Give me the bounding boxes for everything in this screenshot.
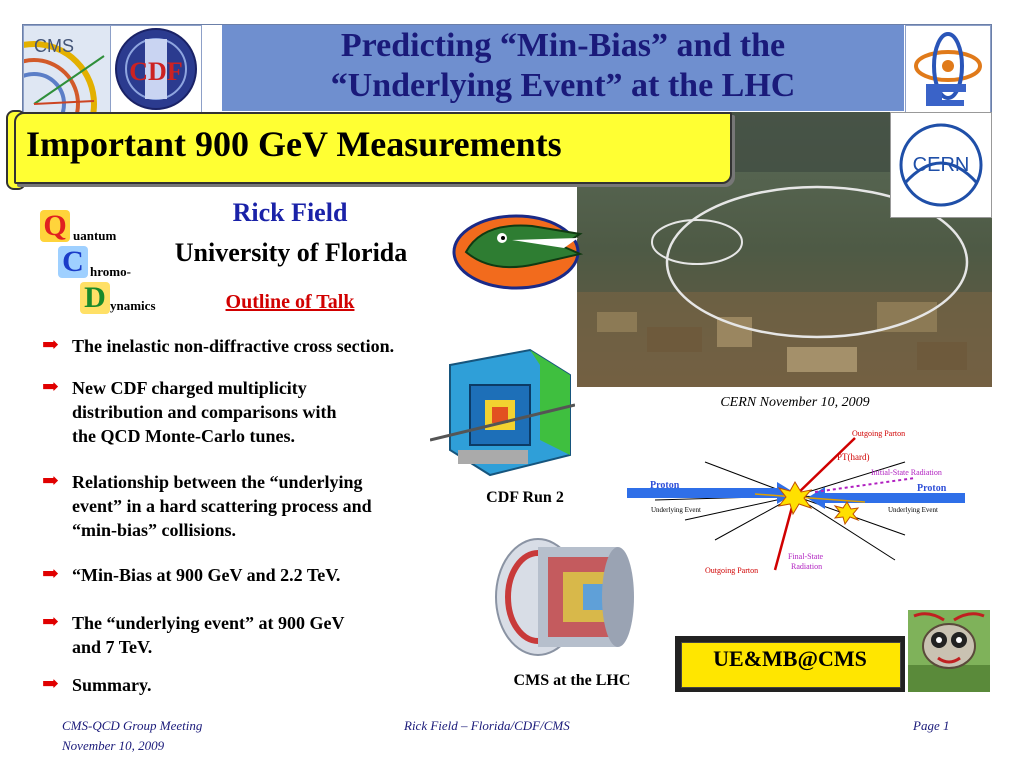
gator-logo	[452, 208, 588, 290]
speaker-name: Rick Field	[232, 198, 348, 227]
footer-author: Rick Field – Florida/CDF/CMS	[404, 718, 570, 733]
qcd-word-dynamics: ynamics	[110, 298, 156, 313]
mascot-image	[908, 610, 990, 692]
cdf-caption: CDF Run 2	[486, 489, 564, 506]
diagram-label-isr: Initial-State Radiation	[871, 468, 942, 477]
diagram-label-proton-right: Proton	[917, 483, 947, 494]
banner-text: Important 900 GeV Measurements	[26, 124, 562, 164]
cms-logo-text: CMS	[34, 36, 74, 56]
bullet-line: the QCD Monte-Carlo tunes.	[72, 426, 295, 446]
bullet-line: The inelastic non-diffractive cross sect…	[72, 336, 395, 356]
bullet-line: and 7 TeV.	[72, 637, 153, 657]
footer-date: November 10, 2009	[62, 738, 165, 753]
slide-title: Predicting “Min-Bias” and the “Underlyin…	[222, 26, 904, 106]
cdf-detector-image	[429, 345, 576, 480]
cms-logo: CMS	[23, 25, 111, 113]
diagram-label-outgoing-bottom: Outgoing Parton	[705, 566, 758, 575]
ue-mb-badge	[681, 642, 901, 688]
diagram-label-pt-hard: PT(hard)	[837, 452, 870, 462]
cern-logo: CERN	[890, 112, 992, 218]
right-arrow-icon: ➡	[42, 673, 59, 695]
cdf-logo: CDF	[110, 25, 202, 113]
right-arrow-icon: ➡	[42, 563, 59, 585]
qcd-letter-c: C	[58, 246, 88, 278]
qcd-letter-d: D	[80, 282, 110, 314]
bullet-item: ➡ New CDF charged multiplicity distribut…	[42, 376, 422, 448]
qcd-letter-q: Q	[40, 210, 70, 242]
cern-logo-text: CERN	[913, 154, 970, 176]
right-arrow-icon: ➡	[42, 376, 59, 398]
diagram-label-fsr-2: Radiation	[791, 562, 822, 571]
bullet-line: New CDF charged multiplicity	[72, 378, 307, 398]
outline-heading: Outline of Talk	[225, 291, 355, 313]
diagram-label-ue-right: Underlying Event	[888, 506, 938, 514]
right-arrow-icon: ➡	[42, 611, 59, 633]
bullet-line: “Min-Bias at 900 GeV and 2.2 TeV.	[72, 565, 341, 585]
bullet-line: distribution and comparisons with	[72, 402, 337, 422]
footer-meeting: CMS-QCD Group Meeting	[62, 718, 203, 733]
title-band	[222, 25, 904, 111]
uf-physics-logo	[905, 25, 991, 113]
bullet-item: ➡ The “underlying event” at 900 GeV and …	[42, 611, 422, 659]
speaker-institution: University of Florida	[174, 238, 408, 267]
cdf-logo-text: CDF	[129, 57, 182, 86]
qcd-word-quantum: uantum	[73, 228, 117, 243]
bullet-line: The “underlying event” at 900 GeV	[72, 613, 345, 633]
title-line-2: “Underlying Event” at the LHC	[330, 67, 796, 104]
diagram-label-outgoing-top: Outgoing Parton	[852, 429, 905, 438]
footer-page-number: Page 1	[913, 718, 950, 733]
diagram-label-fsr-1: Final-State	[788, 552, 824, 561]
bullet-item: ➡ Summary.	[42, 673, 242, 697]
collision-diagram: Outgoing Parton PT(hard) Initial-State R…	[615, 420, 975, 590]
diagram-label-ue-left: Underlying Event	[651, 506, 701, 514]
bullet-line: Relationship between the “underlying	[72, 472, 363, 492]
qcd-word-chromo: hromo-	[90, 264, 131, 279]
bullet-line: Summary.	[72, 675, 152, 695]
photo-caption: CERN November 10, 2009	[720, 395, 870, 410]
right-arrow-icon: ➡	[42, 470, 59, 492]
bullet-item: ➡ Relationship between the “underlying e…	[42, 470, 462, 542]
bullet-line: event” in a hard scattering process and	[72, 496, 372, 516]
bullet-item: ➡ The inelastic non-diffractive cross se…	[42, 334, 492, 358]
title-line-1: Predicting “Min-Bias” and the	[340, 27, 786, 64]
cms-detector-image	[488, 532, 656, 662]
ue-mb-badge-text: UE&MB@CMS	[713, 646, 867, 671]
diagram-label-proton-left: Proton	[650, 480, 680, 491]
section-banner	[14, 112, 732, 184]
bullet-item: ➡ “Min-Bias at 900 GeV and 2.2 TeV.	[42, 563, 422, 587]
right-arrow-icon: ➡	[42, 334, 59, 356]
cms-caption: CMS at the LHC	[513, 672, 631, 689]
bullet-line: “min-bias” collisions.	[72, 520, 237, 540]
